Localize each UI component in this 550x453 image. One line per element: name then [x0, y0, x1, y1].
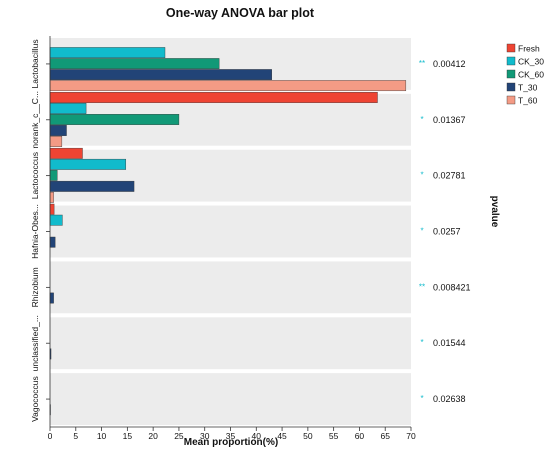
significance-marker: * — [420, 115, 423, 124]
pvalue-label: 0.00412 — [433, 59, 466, 69]
significance-marker: ** — [419, 282, 425, 291]
bar-t-60 — [49, 191, 54, 203]
chart-title: One-way ANOVA bar plot — [166, 6, 315, 20]
x-tick-label: 10 — [97, 431, 107, 441]
category-band — [50, 261, 411, 314]
legend-label: CK_30 — [518, 57, 544, 67]
category-band — [50, 205, 411, 258]
legend-label: T_30 — [518, 83, 538, 93]
y-tick-label: Lactococcus — [30, 152, 40, 199]
y-tick-label: Rhizobium — [30, 267, 40, 307]
y-tick-label: Lactobacillus — [30, 39, 40, 88]
pvalue-label: 0.008421 — [433, 282, 471, 292]
x-tick-label: 0 — [48, 431, 53, 441]
significance-marker: * — [420, 227, 423, 236]
bar-t-60 — [49, 136, 63, 147]
x-axis-label: Mean proportion(%) — [184, 437, 278, 448]
x-tick-label: 65 — [380, 431, 390, 441]
x-tick-label: 55 — [329, 431, 339, 441]
y-axis: Lactobacillus norank_c__C... Lactococcus Ha… — [30, 36, 51, 427]
bar-t-30 — [49, 125, 67, 136]
significance-marker: * — [420, 171, 423, 180]
bar-fresh — [49, 203, 55, 215]
bar-t-30 — [49, 292, 54, 304]
y-tick-label: norank_c__C... — [30, 91, 40, 149]
y-tick-label: unclassified_... — [30, 315, 40, 371]
y-tick-label: Hafnia-Obes... — [30, 204, 40, 259]
category-band — [50, 373, 411, 425]
x-tick-label: 35 — [226, 431, 236, 441]
x-tick-label: 20 — [148, 431, 158, 441]
y-tick-label: Vagococcus — [30, 376, 40, 422]
legend-label: Fresh — [518, 44, 540, 54]
legend-label: CK_60 — [518, 70, 544, 80]
bar-ck-30 — [49, 103, 87, 114]
significance-marker: ** — [419, 59, 425, 68]
bar-ck-30 — [49, 47, 166, 59]
legend-swatch — [506, 82, 516, 92]
legend-swatch — [506, 43, 516, 53]
significance-column: ** 0.00412* 0.01367* 0.02781* 0.0257** 0.0084… — [419, 59, 471, 404]
bar-fresh — [49, 92, 378, 103]
pvalue-label: 0.01544 — [433, 338, 466, 348]
x-tick-label: 40 — [252, 431, 262, 441]
bar-ck-60 — [49, 169, 58, 181]
significance-marker: * — [420, 338, 423, 347]
pvalue-axis-label: pvalue — [489, 196, 500, 228]
x-tick-label: 25 — [174, 431, 184, 441]
x-tick-label: 15 — [123, 431, 133, 441]
x-tick-label: 50 — [303, 431, 313, 441]
legend-swatch — [506, 95, 516, 105]
bar-ck-60 — [49, 58, 220, 70]
bar-t-60 — [49, 80, 407, 92]
category-band — [50, 317, 411, 370]
bar-fresh — [49, 147, 83, 159]
significance-marker: * — [420, 394, 423, 403]
pvalue-label: 0.02638 — [433, 394, 466, 404]
pvalue-label: 0.01367 — [433, 115, 466, 125]
x-tick-label: 5 — [73, 431, 78, 441]
legend-swatch — [506, 56, 516, 66]
bar-ck-60 — [49, 114, 180, 125]
x-tick-label: 30 — [200, 431, 210, 441]
legend-label: T_60 — [518, 96, 538, 106]
x-axis: 0 5 10 15 20 25 30 35 40 45 50 55 60 65 70 — [48, 426, 416, 441]
category-band — [50, 149, 411, 202]
x-tick-label: 70 — [406, 431, 416, 441]
bar-t-30 — [49, 69, 272, 81]
bar-marks — [49, 47, 407, 416]
pvalue-label: 0.0257 — [433, 227, 461, 237]
legend: Fresh CK_30 CK_60 T_30 T_60 — [506, 43, 544, 106]
x-tick-label: 60 — [355, 431, 365, 441]
legend-swatch — [506, 69, 516, 79]
bar-ck-30 — [49, 158, 127, 170]
bar-t-30 — [49, 236, 56, 248]
pvalue-label: 0.02781 — [433, 171, 466, 181]
bar-t-30 — [49, 180, 135, 192]
x-tick-label: 45 — [277, 431, 287, 441]
bar-ck-30 — [49, 214, 63, 226]
